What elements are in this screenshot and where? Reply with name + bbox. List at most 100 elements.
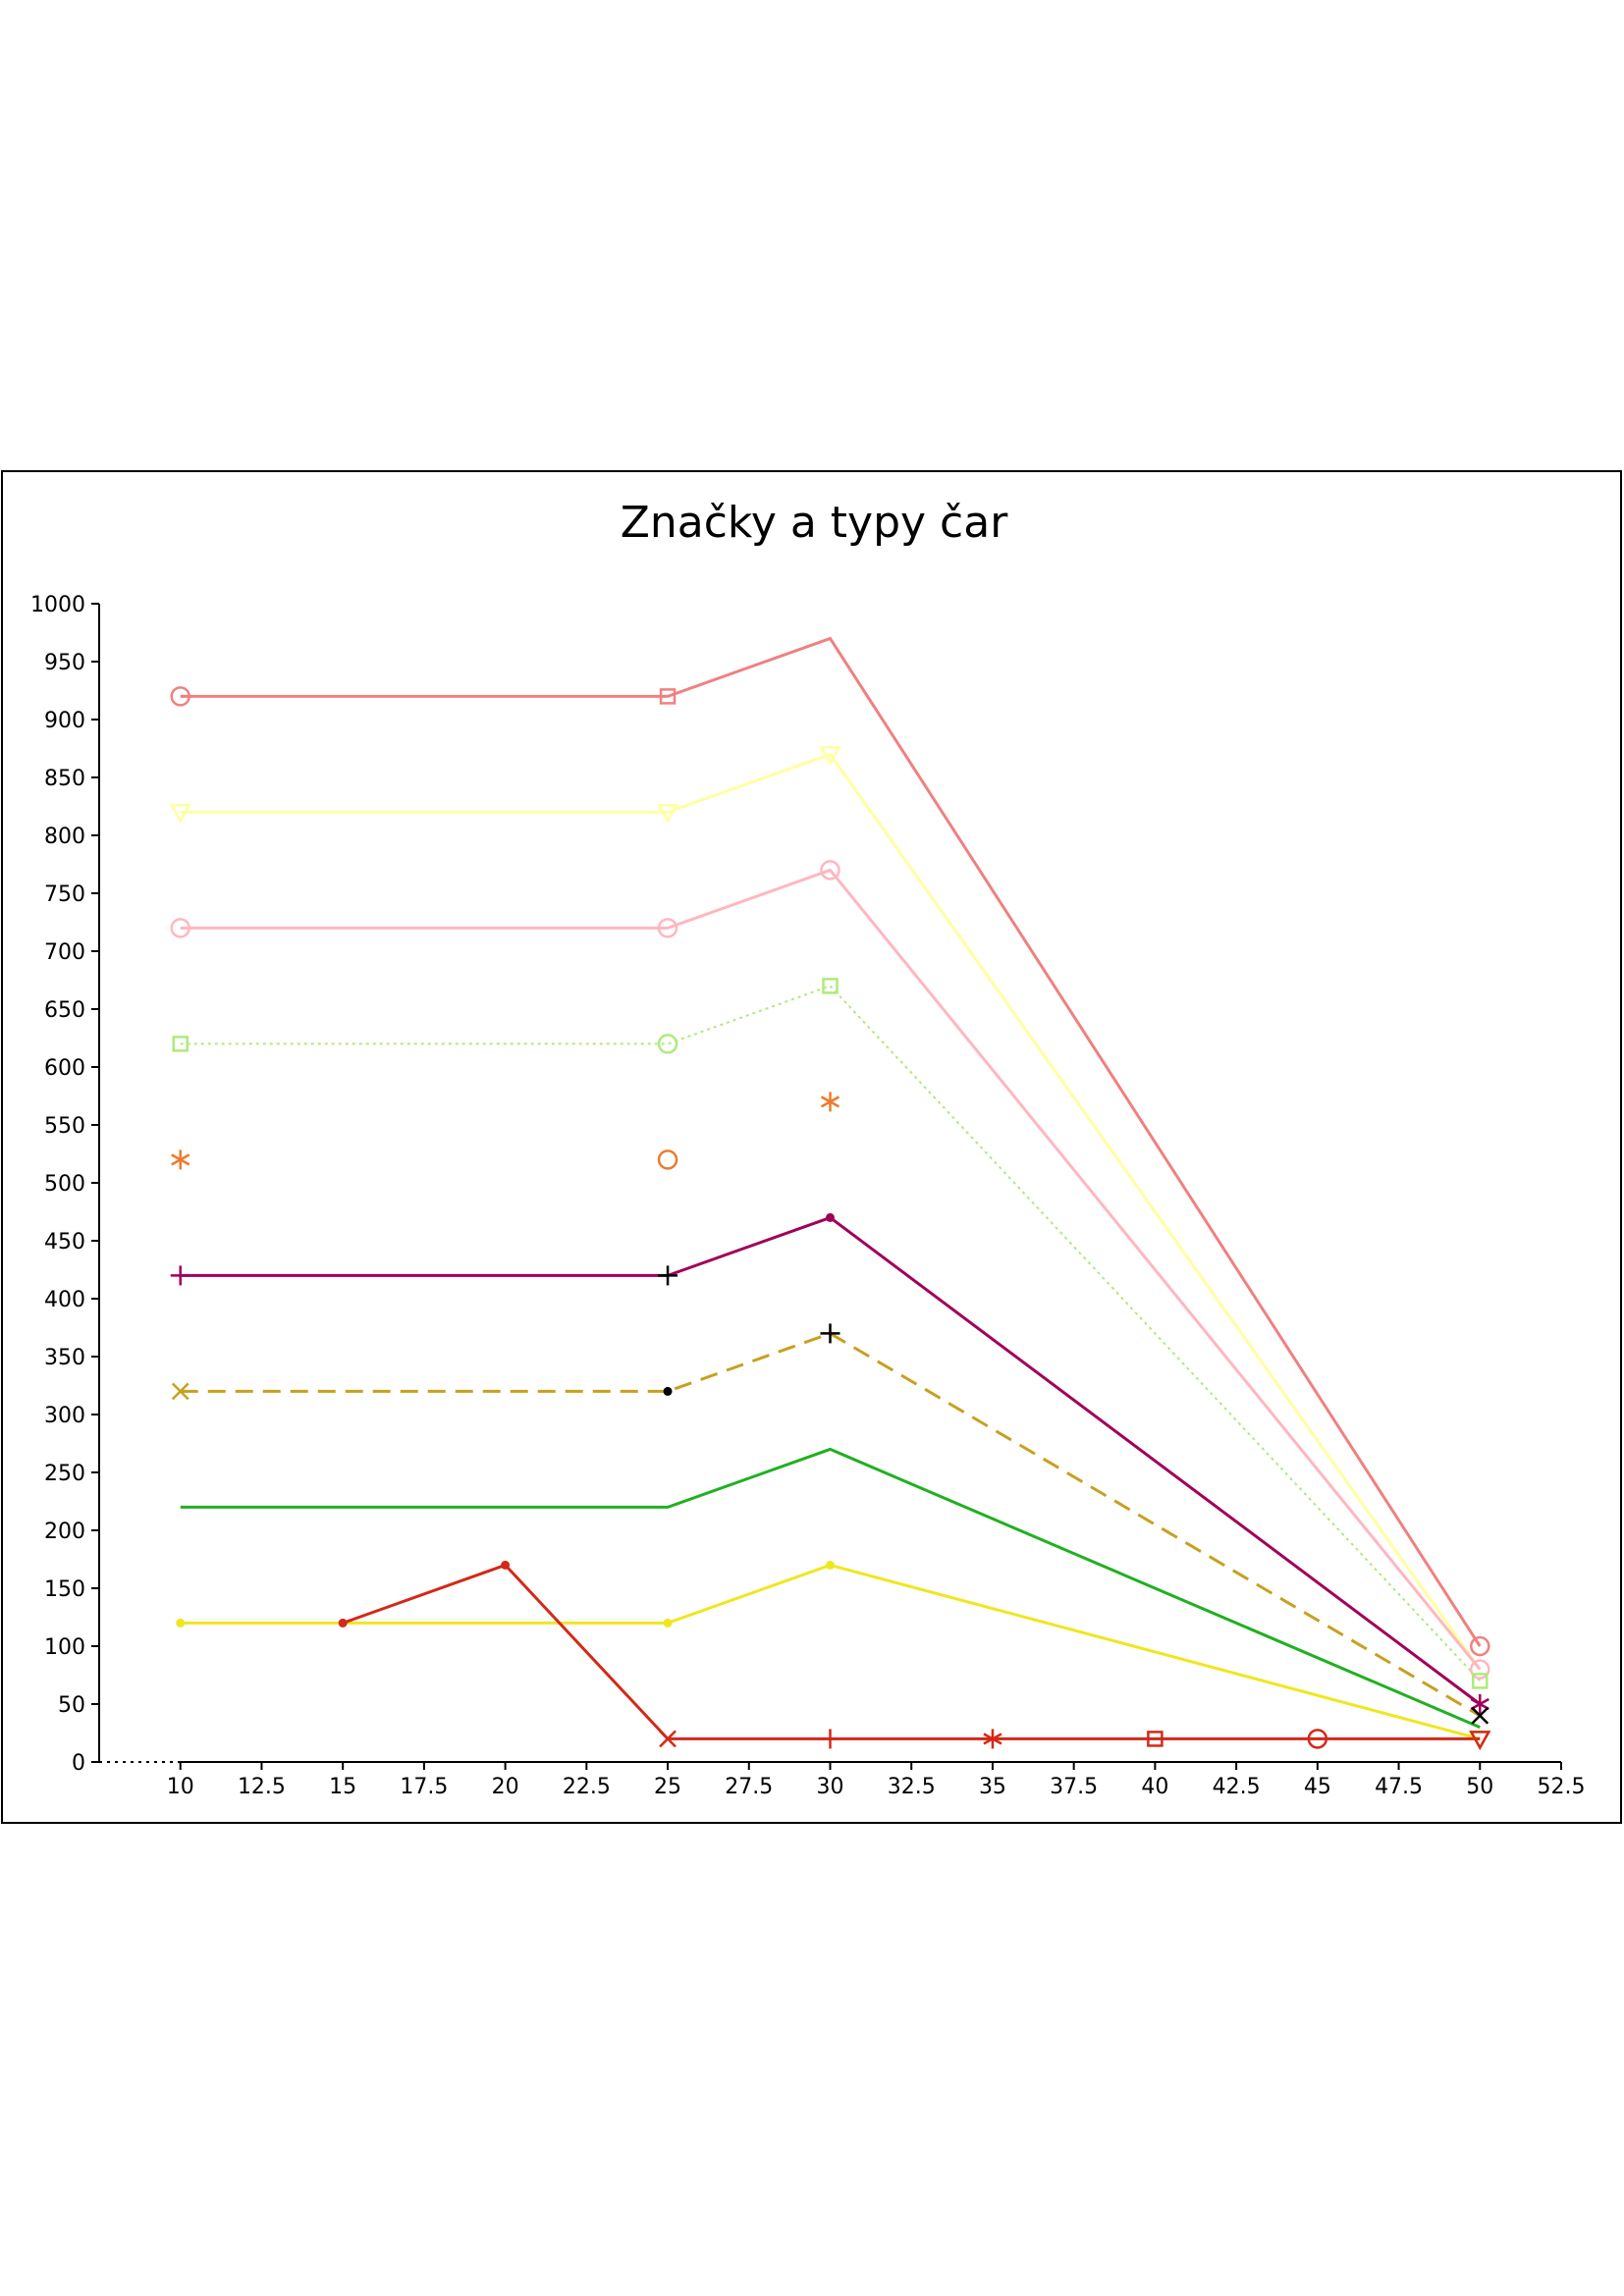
- x-tick-label: 37.5: [1050, 1775, 1098, 1799]
- marker-star-b: [171, 1153, 190, 1166]
- data-point-circle: [1470, 1659, 1490, 1680]
- marker-circle: [170, 918, 190, 938]
- y-tick-label: 550: [44, 1114, 85, 1139]
- x-tick-label: 42.5: [1213, 1775, 1261, 1799]
- marker-square: [1472, 1673, 1489, 1689]
- x-tick-label: 17.5: [400, 1775, 448, 1799]
- x-tick-label: 47.5: [1375, 1775, 1423, 1799]
- x-tick-label: 10: [167, 1775, 194, 1799]
- data-point-star: [820, 1092, 840, 1112]
- marker-circle: [657, 1034, 678, 1054]
- y-tick-label: 250: [44, 1462, 85, 1486]
- y-tick-label: 150: [44, 1577, 85, 1602]
- data-point-dot: [826, 1212, 835, 1222]
- y-tick-label: 50: [58, 1693, 85, 1718]
- x-tick-label: 15: [329, 1775, 356, 1799]
- x-tick-label: 45: [1304, 1775, 1331, 1799]
- y-tick-label: 900: [44, 709, 85, 733]
- data-point-x: [659, 1730, 677, 1748]
- marker-triangle: [656, 804, 679, 824]
- marker-dot: [826, 1560, 835, 1570]
- y-tick-label: 700: [44, 940, 85, 965]
- line-chart: Značky a typy čar 0 50 100 150 200 250 300 350 4…: [30, 498, 1585, 1799]
- y-tick-label: 600: [44, 1056, 85, 1081]
- data-point-dot: [501, 1560, 511, 1570]
- marker-x-b: [1471, 1706, 1489, 1725]
- data-point-circle: [1307, 1729, 1328, 1749]
- series-line-10: [342, 1563, 1481, 1740]
- y-tick-label: 650: [44, 998, 85, 1023]
- data-point-square: [822, 978, 839, 994]
- y-tick-label: 1000: [30, 593, 85, 617]
- y-tick-label: 0: [72, 1751, 85, 1776]
- marker-circle: [1470, 1659, 1490, 1680]
- data-point-square: [1472, 1673, 1489, 1689]
- y-tick-label: 750: [44, 882, 85, 907]
- marker-triangle: [819, 746, 841, 766]
- marker-dot: [663, 1618, 673, 1628]
- marker-layer: [169, 686, 1491, 1750]
- y-tick-label: 200: [44, 1520, 85, 1544]
- y-tick-label: 850: [44, 767, 85, 791]
- data-point-star: [171, 1149, 190, 1170]
- data-point-triangle-down: [656, 804, 679, 824]
- marker-circle: [1470, 1635, 1490, 1657]
- series-line-6: [180, 1215, 1482, 1706]
- y-tick-label: 450: [44, 1230, 85, 1255]
- marker-dot: [501, 1560, 511, 1570]
- series-line-3: [180, 868, 1482, 1671]
- data-point-dot: [663, 1386, 673, 1396]
- x-tick-label: 40: [1141, 1775, 1168, 1799]
- marker-square: [659, 688, 677, 705]
- y-tick-label: 400: [44, 1288, 85, 1312]
- marker-dot: [826, 1212, 835, 1222]
- data-point-square: [1147, 1731, 1164, 1747]
- marker-circle: [1307, 1729, 1328, 1749]
- series-line-9: [180, 1563, 1481, 1740]
- chart-title: Značky a typy čar: [621, 498, 1008, 548]
- data-point-plus: [820, 1729, 840, 1749]
- data-point-triangle-down: [819, 746, 841, 766]
- data-point-triangle-down: [169, 804, 191, 824]
- series-line-4: [180, 985, 1482, 1682]
- data-point-plus: [658, 1265, 678, 1286]
- marker-dot: [176, 1618, 186, 1628]
- x-tick-label: 50: [1466, 1775, 1493, 1799]
- marker-square: [172, 1036, 189, 1052]
- data-point-circle: [657, 1149, 678, 1170]
- marker-triangle: [169, 804, 191, 824]
- data-point-dot: [338, 1618, 348, 1628]
- x-tick-label: 22.5: [563, 1775, 611, 1799]
- data-point-circle: [1470, 1635, 1490, 1657]
- marker-circle: [657, 1149, 678, 1170]
- x-tick-label: 27.5: [725, 1775, 773, 1799]
- series-line-8: [180, 1447, 1481, 1729]
- marker-star-b: [1470, 1697, 1489, 1711]
- x-tick-label: 32.5: [888, 1775, 936, 1799]
- data-point-star: [983, 1729, 1002, 1749]
- y-tick-label: 350: [44, 1346, 85, 1370]
- y-tick-label: 500: [44, 1172, 85, 1197]
- chart-frame: Značky a typy čar 0 50 100 150 200 250 300 350 4…: [1, 470, 1622, 1824]
- marker-square: [1147, 1731, 1164, 1747]
- data-point-square: [659, 688, 677, 705]
- data-point-dot: [663, 1618, 673, 1628]
- marker-star-b: [983, 1733, 1002, 1745]
- x-tick-label: 25: [654, 1775, 681, 1799]
- data-point-square: [172, 1036, 189, 1052]
- marker-triangle: [1469, 1731, 1491, 1750]
- y-tick-label: 100: [44, 1635, 85, 1660]
- data-point-x: [1471, 1706, 1489, 1725]
- y-tick-label: 950: [44, 651, 85, 675]
- series-line-2: [180, 752, 1482, 1671]
- x-tick-label: 12.5: [238, 1775, 286, 1799]
- marker-circle: [657, 918, 678, 938]
- data-point-circle: [170, 918, 190, 938]
- data-point-triangle-down: [1469, 1731, 1491, 1750]
- data-point-dot: [826, 1560, 835, 1570]
- y-tick-label: 800: [44, 825, 85, 849]
- marker-dot: [338, 1618, 348, 1628]
- data-point-plus: [820, 1323, 840, 1344]
- data-point-circle: [820, 860, 840, 881]
- data-point-circle: [657, 1034, 678, 1054]
